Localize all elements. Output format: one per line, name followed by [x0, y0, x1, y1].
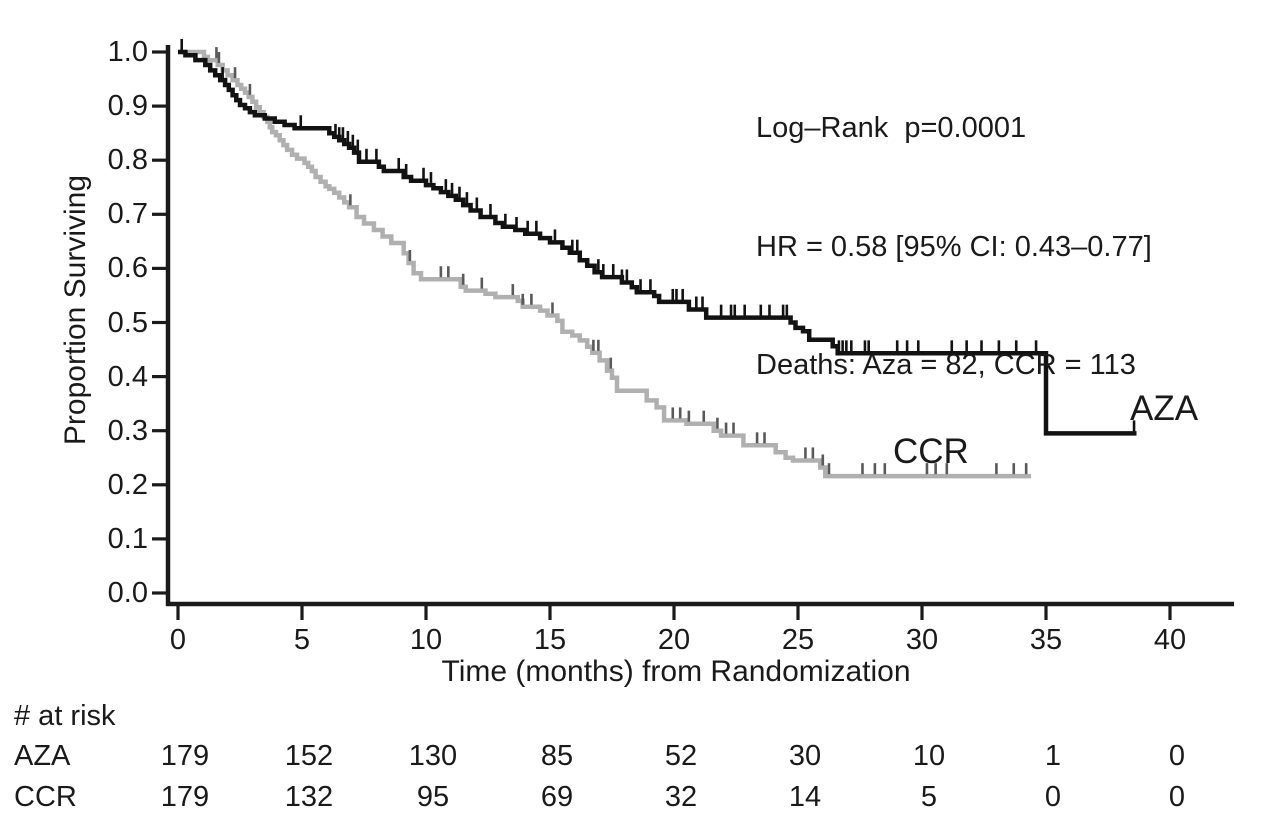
- ccr-curve-label: CCR: [893, 432, 969, 471]
- y-tick-label: 1.0: [107, 36, 148, 68]
- risk-count-ccr: 179: [160, 781, 210, 813]
- x-tick-label: 5: [293, 624, 311, 656]
- y-tick-label: 0.9: [107, 90, 148, 123]
- y-tick-label: 0.7: [107, 198, 148, 231]
- y-tick-label: 0.3: [107, 414, 148, 447]
- aza-curve-label: AZA: [1130, 389, 1199, 428]
- risk-row-label-aza: AZA: [14, 740, 71, 772]
- deaths-summary: Deaths: Aza = 82, CCR = 113: [756, 349, 1136, 381]
- y-tick-label: 0.0: [107, 577, 148, 609]
- x-tick-label: 20: [657, 624, 691, 656]
- risk-count-ccr: 95: [416, 781, 450, 813]
- y-tick-label: 0.5: [107, 306, 148, 339]
- y-tick-label: 0.1: [107, 522, 148, 555]
- y-tick-label: 0.8: [107, 144, 148, 177]
- x-axis-title: Time (months) from Randomization: [441, 655, 911, 688]
- x-tick-label: 15: [533, 624, 567, 656]
- risk-count-ccr: 0: [1168, 781, 1186, 813]
- risk-count-aza: 0: [1168, 740, 1186, 772]
- risk-count-ccr: 14: [788, 781, 822, 813]
- risk-count-aza: 30: [788, 740, 822, 772]
- y-tick-label: 0.6: [107, 252, 148, 285]
- x-tick-label: 25: [781, 624, 815, 656]
- risk-count-aza: 10: [912, 740, 946, 772]
- x-tick-label: 10: [409, 624, 443, 656]
- y-tick-label: 0.4: [107, 360, 148, 393]
- risk-count-aza: 52: [664, 740, 698, 772]
- x-tick-label: 35: [1029, 624, 1063, 656]
- y-tick-label: 0.2: [107, 468, 148, 501]
- risk-count-aza: 152: [284, 740, 334, 772]
- risk-row-label-ccr: CCR: [14, 781, 77, 813]
- risk-count-aza: 1: [1044, 740, 1062, 772]
- logrank-p-value: Log–Rank p=0.0001: [756, 112, 1027, 144]
- risk-count-ccr: 5: [920, 781, 938, 813]
- risk-count-aza: 85: [540, 740, 574, 772]
- risk-count-ccr: 69: [540, 781, 574, 813]
- risk-count-ccr: 0: [1044, 781, 1062, 813]
- risk-count-aza: 130: [408, 740, 458, 772]
- risk-count-aza: 179: [160, 740, 210, 772]
- risk-table-title: # at risk: [14, 700, 116, 732]
- ccr-survival-curve: [178, 49, 1032, 479]
- stats-annotation: Log–Rank p=0.0001 HR = 0.58 [95% CI: 0.4…: [756, 30, 1152, 465]
- risk-count-ccr: 132: [284, 781, 334, 813]
- x-tick-label: 40: [1153, 624, 1187, 656]
- x-tick-label: 0: [169, 624, 187, 656]
- risk-count-ccr: 32: [664, 781, 698, 813]
- aza-survival-curve: [178, 49, 1137, 436]
- x-tick-label: 30: [905, 624, 939, 656]
- hazard-ratio: HR = 0.58 [95% CI: 0.43–0.77]: [756, 230, 1152, 263]
